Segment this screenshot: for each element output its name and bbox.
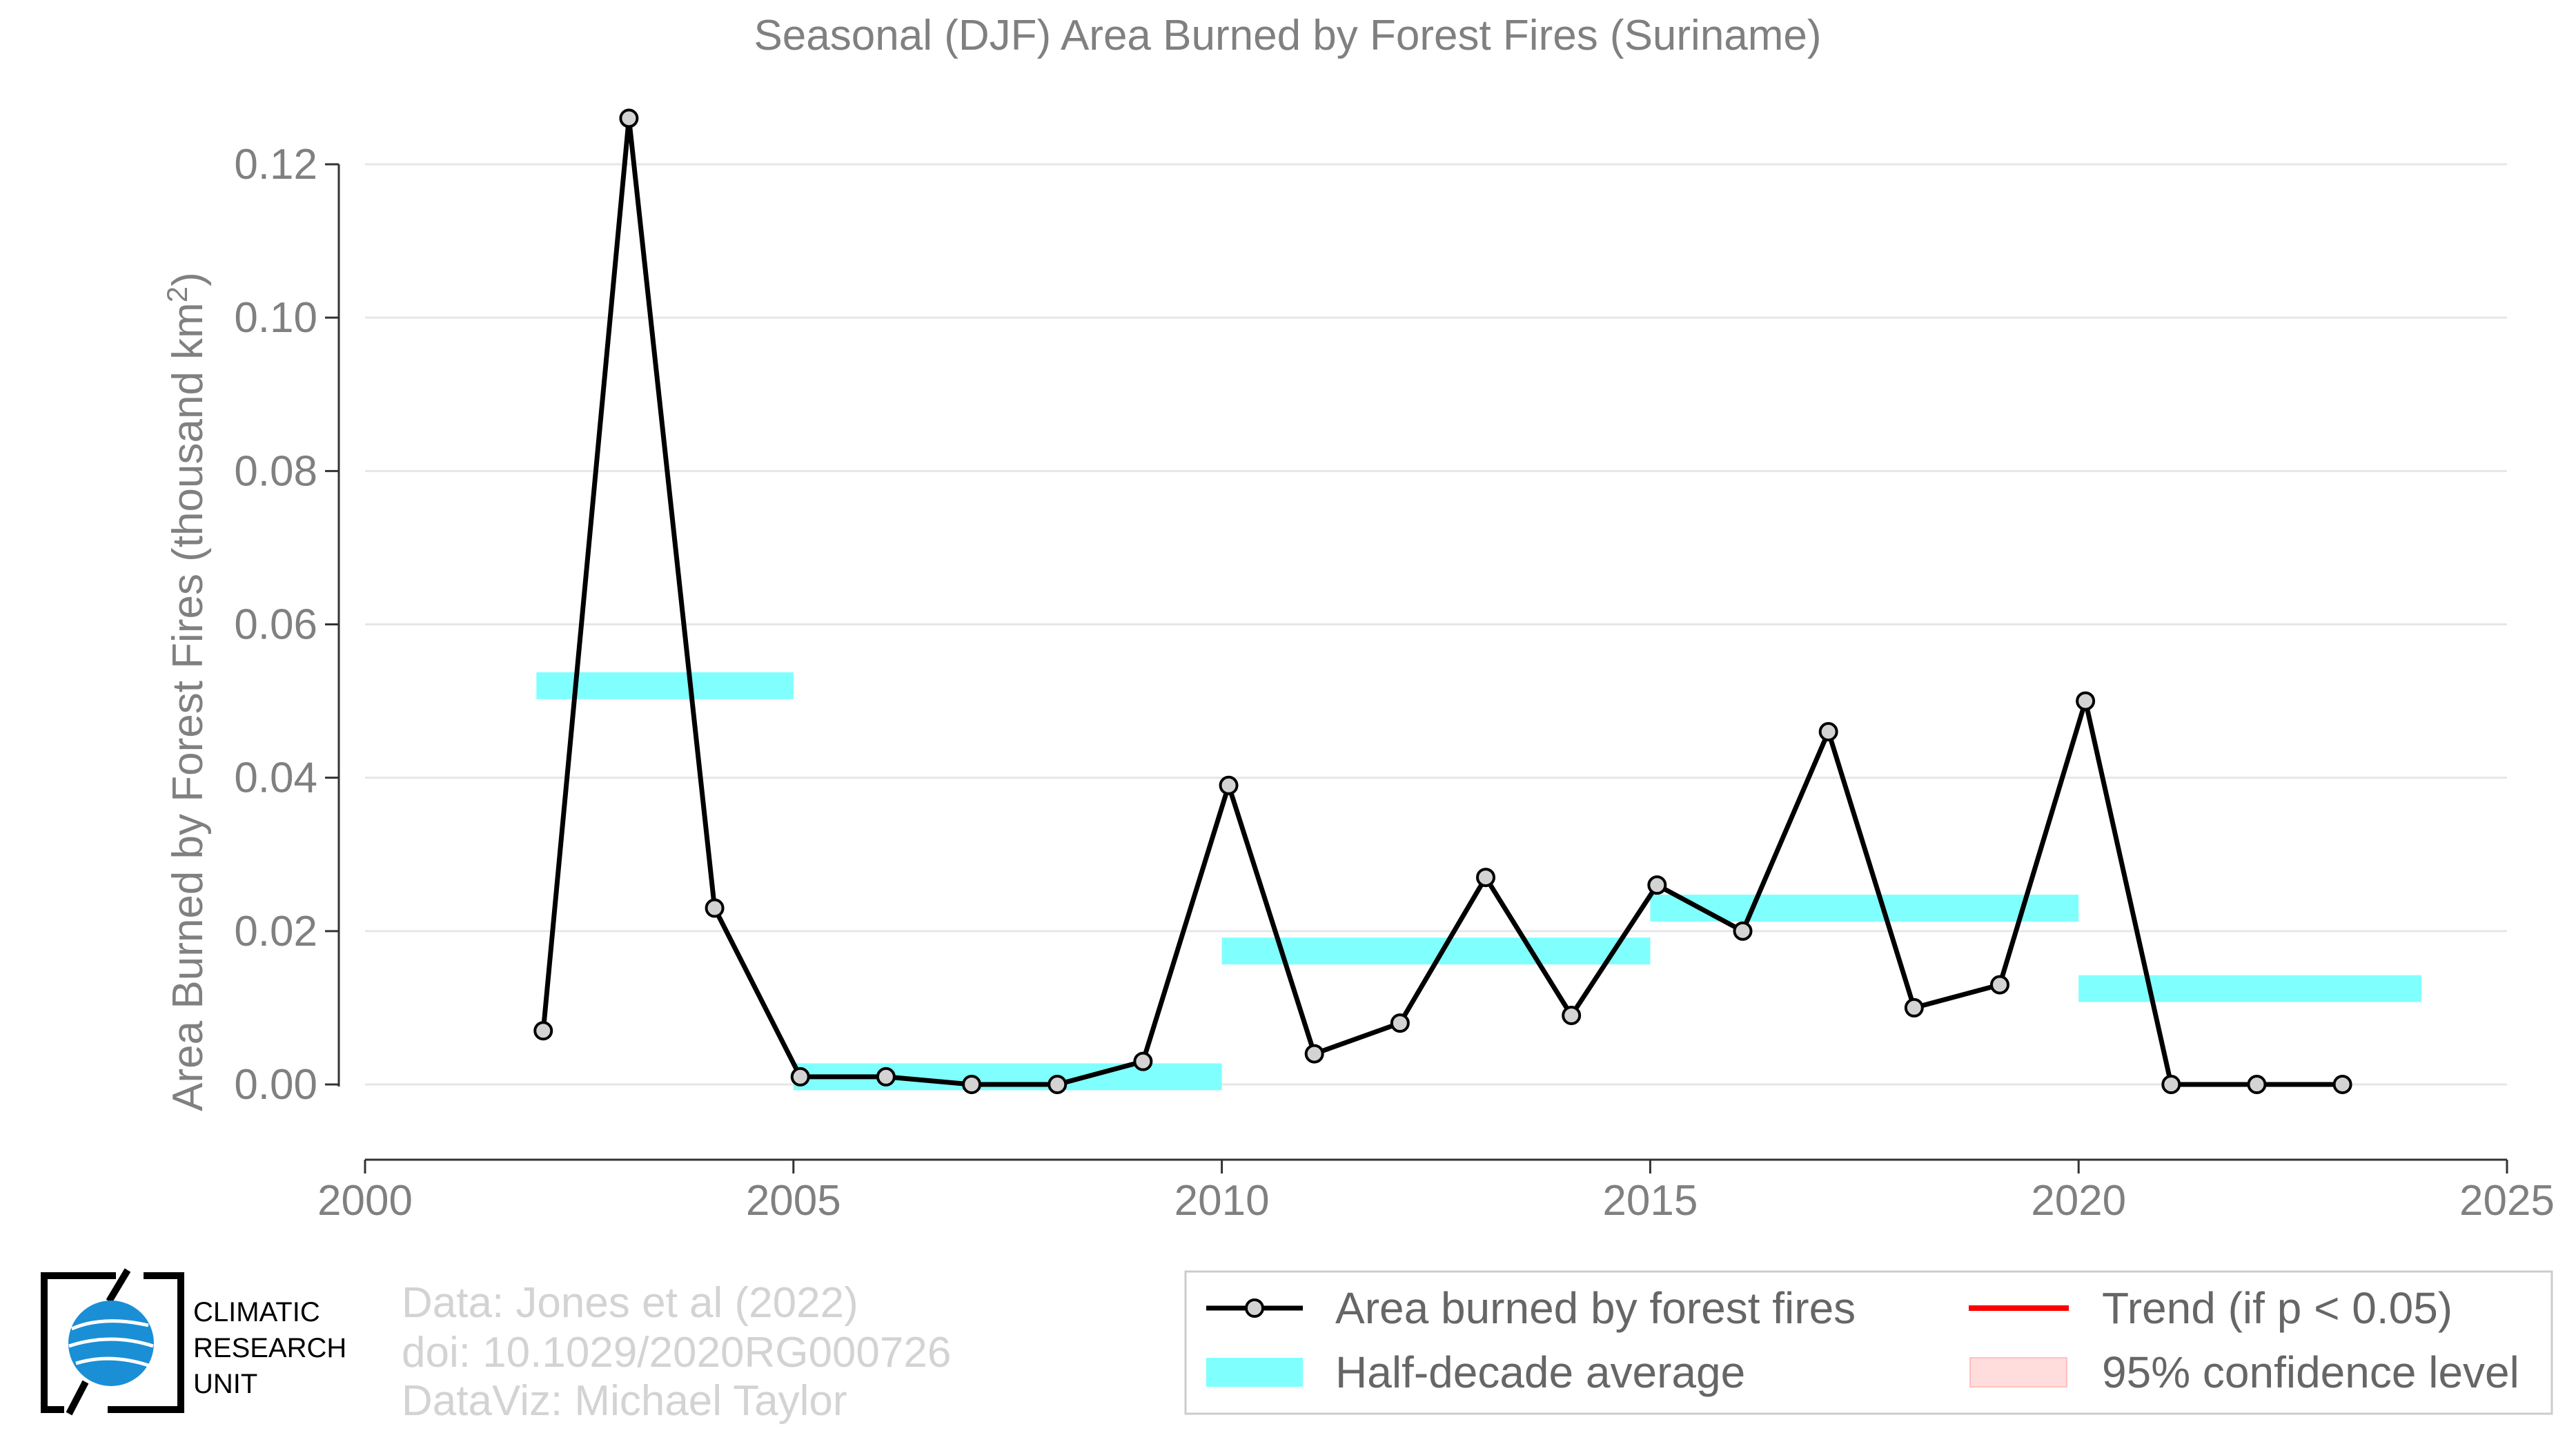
x-tick-label: 2000 bbox=[317, 1177, 413, 1225]
series-area-burned bbox=[533, 108, 2352, 1094]
legend-swatch-average bbox=[1206, 1358, 1303, 1387]
legend: Area burned by forest fires Trend (if p … bbox=[1184, 1270, 2553, 1415]
x-ticks: 2000 2005 2010 2015 2020 2025 bbox=[317, 1160, 2555, 1225]
data-point bbox=[962, 1075, 982, 1094]
y-axis-label-end: ) bbox=[164, 272, 212, 286]
data-point bbox=[2247, 1075, 2267, 1094]
half-decade-bands bbox=[536, 672, 2421, 1091]
credit-doi: doi: 10.1029/2020RG000726 bbox=[402, 1329, 951, 1376]
x-tick-label: 2005 bbox=[746, 1177, 841, 1225]
data-point bbox=[1219, 775, 1239, 795]
data-point bbox=[2332, 1075, 2352, 1094]
data-point bbox=[2076, 691, 2096, 711]
y-axis-label: Area Burned by Forest Fires (thousand km… bbox=[161, 272, 212, 1111]
data-point bbox=[1904, 997, 1924, 1017]
credit-data: Data: Jones et al (2022) bbox=[402, 1279, 858, 1327]
y-axis-label-main: Area Burned by Forest Fires (thousand km bbox=[164, 302, 212, 1111]
legend-swatch-series-marker bbox=[1245, 1298, 1264, 1318]
data-point bbox=[2161, 1075, 2181, 1094]
data-point bbox=[1304, 1044, 1324, 1064]
data-point bbox=[790, 1067, 810, 1087]
y-axis-label-sup: 2 bbox=[161, 286, 193, 302]
chart-title: Seasonal (DJF) Area Burned by Forest Fir… bbox=[754, 12, 1821, 59]
data-point bbox=[705, 898, 725, 918]
legend-swatch-confidence bbox=[1969, 1357, 2067, 1387]
legend-box bbox=[1184, 1270, 2553, 1415]
series-line bbox=[540, 115, 2343, 1087]
legend-label-series: Area burned by forest fires bbox=[1335, 1283, 1856, 1333]
data-point bbox=[533, 1021, 553, 1041]
data-point bbox=[1733, 921, 1753, 941]
logo-line-2: RESEARCH bbox=[193, 1333, 346, 1363]
data-point bbox=[1562, 1006, 1582, 1026]
legend-label-confidence: 95% confidence level bbox=[2102, 1347, 2519, 1397]
data-point bbox=[619, 108, 639, 128]
half-decade-average-bar bbox=[2078, 975, 2421, 1002]
y-ticks: 0.00 0.02 0.04 0.06 0.08 0.10 0.12 bbox=[234, 141, 339, 1109]
gridlines bbox=[365, 163, 2507, 1086]
y-tick-label: 0.12 bbox=[234, 141, 317, 188]
data-point bbox=[1989, 975, 2009, 995]
data-point bbox=[876, 1067, 896, 1087]
cru-logo: CLIMATIC RESEARCH UNIT bbox=[41, 1268, 346, 1416]
x-tick-label: 2020 bbox=[2031, 1177, 2126, 1225]
data-point bbox=[1390, 1013, 1410, 1033]
data-point bbox=[1476, 868, 1496, 888]
half-decade-average-bar bbox=[536, 672, 794, 699]
x-tick-label: 2025 bbox=[2459, 1177, 2555, 1225]
logo-slash-bottom bbox=[66, 1380, 89, 1416]
logo-frame-right bbox=[108, 1272, 184, 1413]
y-tick-label: 0.10 bbox=[234, 294, 317, 342]
data-point bbox=[1133, 1051, 1153, 1071]
logo-line-1: CLIMATIC bbox=[193, 1297, 320, 1327]
y-tick-label: 0.02 bbox=[234, 908, 317, 955]
x-tick-label: 2015 bbox=[1602, 1177, 1698, 1225]
data-point bbox=[1647, 875, 1667, 895]
x-tick-label: 2010 bbox=[1174, 1177, 1270, 1225]
logo-line-3: UNIT bbox=[193, 1369, 257, 1399]
credit-dataviz: DataViz: Michael Taylor bbox=[402, 1377, 847, 1425]
data-point bbox=[1818, 722, 1838, 742]
y-tick-label: 0.04 bbox=[234, 754, 317, 802]
legend-label-average: Half-decade average bbox=[1335, 1347, 1745, 1397]
logo-slash-top bbox=[106, 1268, 131, 1303]
y-tick-label: 0.00 bbox=[234, 1061, 317, 1109]
logo-frame bbox=[41, 1272, 116, 1413]
y-tick-label: 0.06 bbox=[234, 601, 317, 649]
y-tick-label: 0.08 bbox=[234, 447, 317, 495]
data-point bbox=[1048, 1075, 1068, 1094]
globe-swirl bbox=[68, 1319, 154, 1367]
legend-label-trend: Trend (if p < 0.05) bbox=[2102, 1283, 2452, 1333]
